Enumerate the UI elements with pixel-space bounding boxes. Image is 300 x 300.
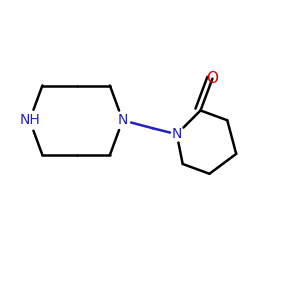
Text: N: N [118, 113, 128, 127]
Text: N: N [172, 127, 182, 141]
Text: NH: NH [19, 113, 40, 127]
Text: O: O [206, 71, 218, 86]
